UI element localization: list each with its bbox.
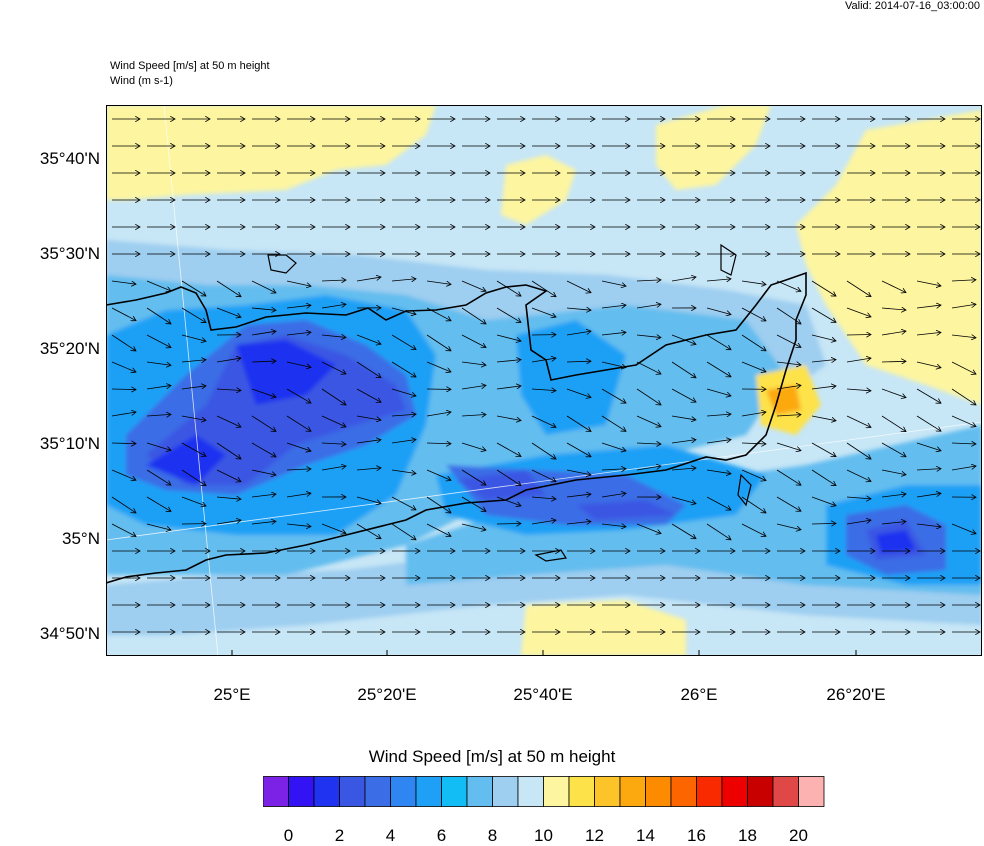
wind-arrow [497, 523, 521, 524]
colorbar-swatch [391, 777, 417, 807]
colorbar-swatch [340, 777, 366, 807]
colorbar-swatch [544, 777, 570, 807]
lon-label: 25°40'E [493, 685, 593, 705]
lat-label: 35°N [0, 529, 100, 549]
lat-label: 35°40'N [0, 149, 100, 169]
colorbar-swatch [569, 777, 595, 807]
lon-label: 25°E [182, 685, 282, 705]
colorbar-swatch [646, 777, 672, 807]
wind-arrow [112, 389, 136, 390]
colorbar-swatch [748, 777, 774, 807]
colorbar-swatch [467, 777, 493, 807]
wind-arrow [847, 334, 871, 335]
colorbar-swatch [722, 777, 748, 807]
wind-map [106, 105, 982, 656]
colorbar-swatch [697, 777, 723, 807]
lon-label: 26°20'E [806, 685, 906, 705]
colorbar-swatch [595, 777, 621, 807]
colorbar-swatch [773, 777, 799, 807]
lat-label: 35°20'N [0, 339, 100, 359]
colorbar-swatch [799, 777, 825, 807]
colorbar [263, 776, 825, 807]
colorbar-label: 10 [524, 826, 564, 846]
colorbar-swatch [416, 777, 442, 807]
colorbar-label: 20 [779, 826, 819, 846]
colorbar-label: 16 [677, 826, 717, 846]
colorbar-swatch [671, 777, 697, 807]
colorbar-label: 12 [575, 826, 615, 846]
colorbar-swatch [518, 777, 544, 807]
colorbar-label: 8 [473, 826, 513, 846]
lat-label: 35°10'N [0, 434, 100, 454]
lon-label: 26°E [649, 685, 749, 705]
colorbar-swatch [314, 777, 340, 807]
colorbar-label: 0 [269, 826, 309, 846]
colorbar-label: 4 [371, 826, 411, 846]
colorbar-label: 2 [320, 826, 360, 846]
colorbar-swatch [442, 777, 468, 807]
colorbar-swatch [263, 777, 289, 807]
colorbar-title: Wind Speed [m/s] at 50 m height [0, 747, 984, 767]
colorbar-swatch [620, 777, 646, 807]
lat-label: 35°30'N [0, 244, 100, 264]
colorbar-label: 18 [728, 826, 768, 846]
colorbar-swatch [289, 777, 315, 807]
plot-subtitle: Wind (m s-1) [110, 75, 173, 87]
colorbar-swatch [365, 777, 391, 807]
valid-time: Valid: 2014-07-16_03:00:00 [845, 0, 980, 12]
colorbar-swatch [493, 777, 519, 807]
lat-label: 34°50'N [0, 624, 100, 644]
colorbar-label: 14 [626, 826, 666, 846]
plot-title: Wind Speed [m/s] at 50 m height [110, 60, 270, 72]
lon-label: 25°20'E [337, 685, 437, 705]
colorbar-label: 6 [422, 826, 462, 846]
